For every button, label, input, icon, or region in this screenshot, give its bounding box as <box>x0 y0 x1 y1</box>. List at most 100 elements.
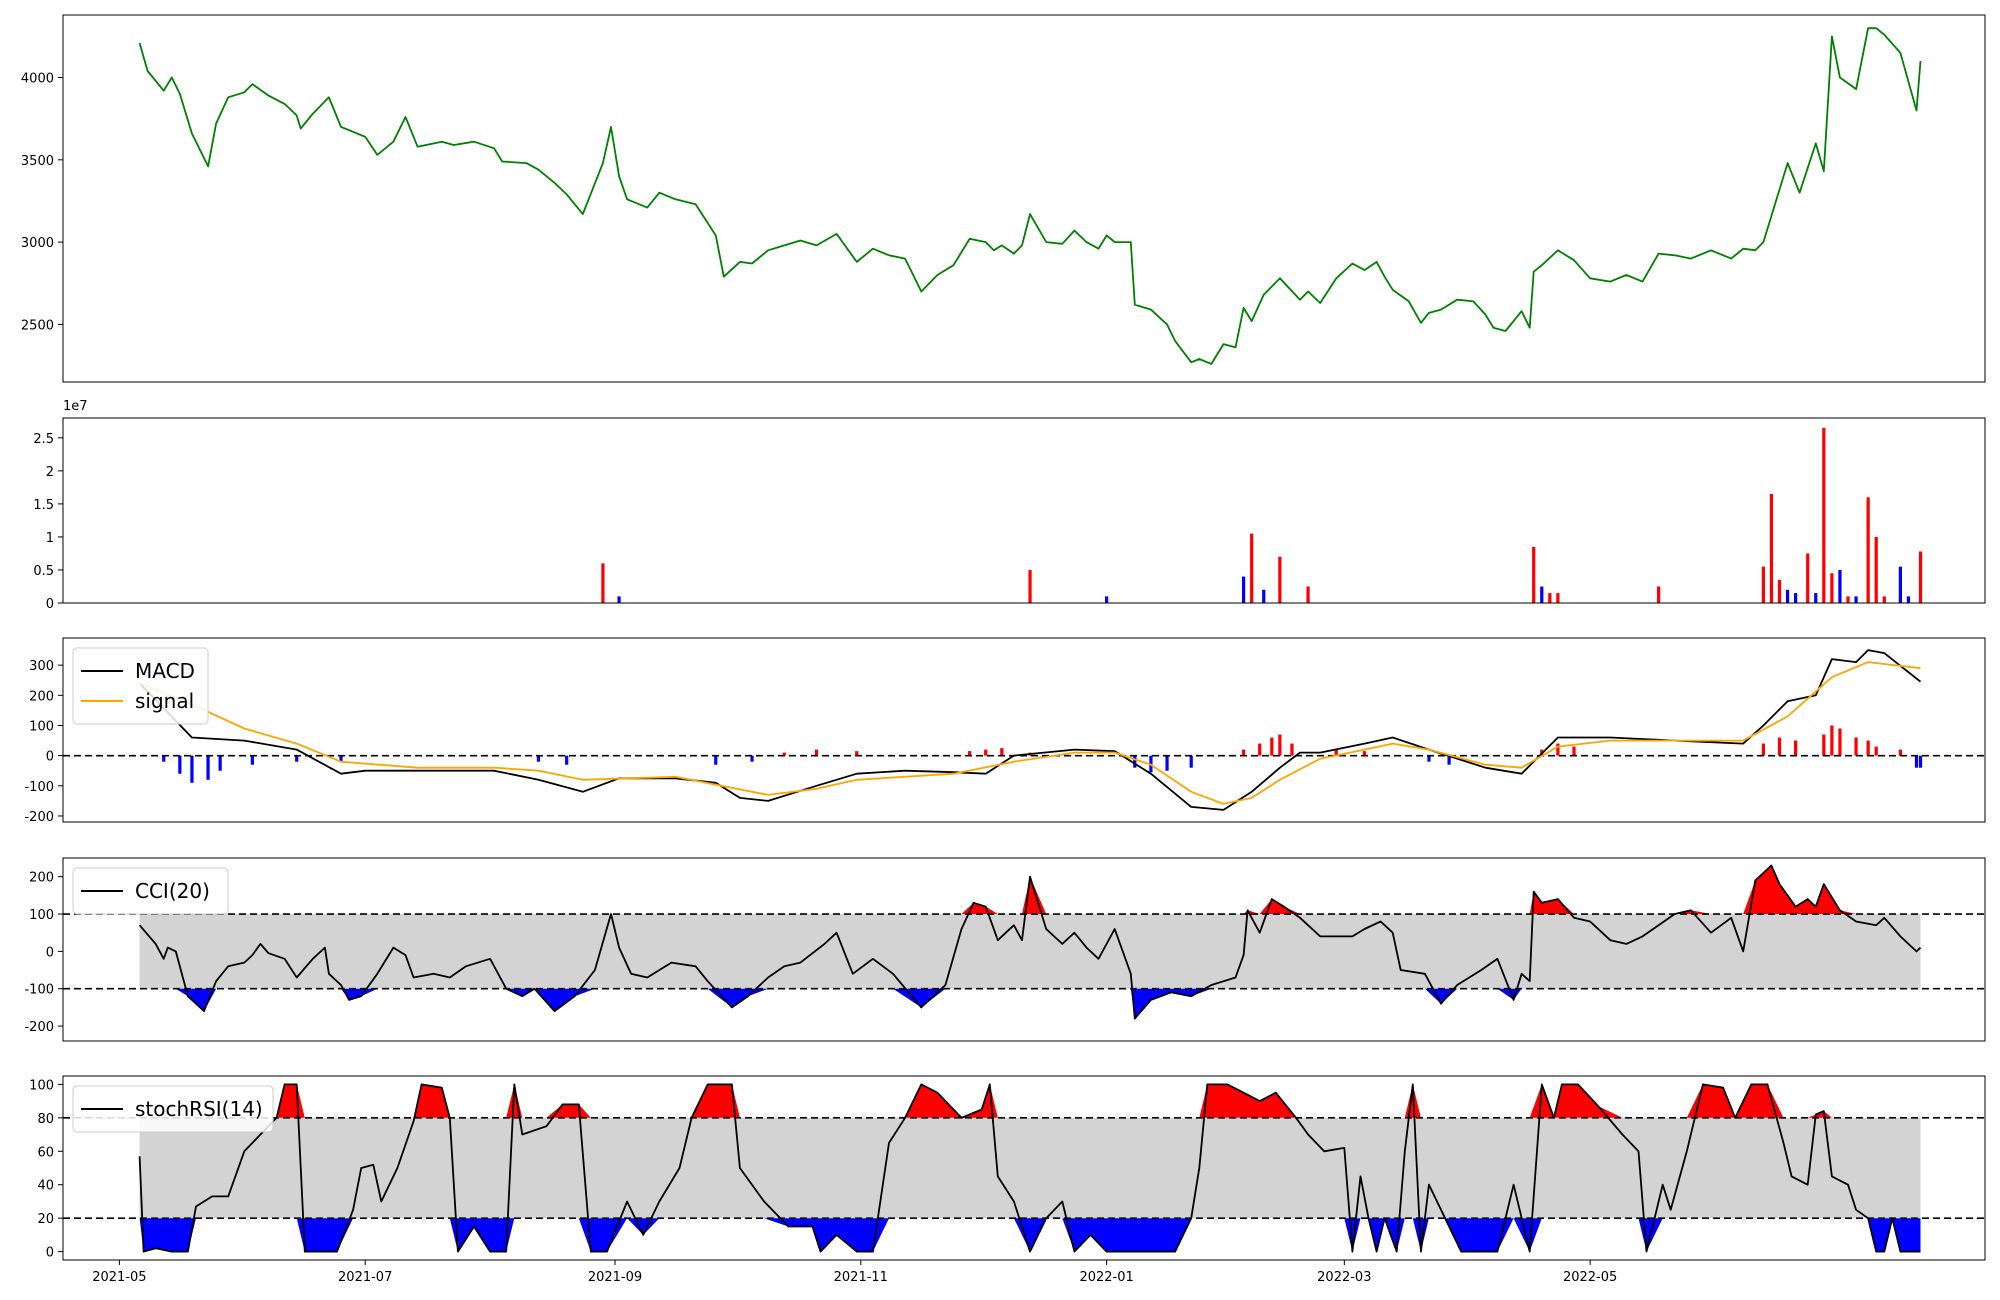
histogram-bar <box>1241 749 1246 756</box>
y-tick-label: 3500 <box>21 154 54 169</box>
histogram-bar <box>1918 755 1923 768</box>
histogram-bar <box>250 755 254 765</box>
histogram-bar <box>1794 740 1798 756</box>
y-tick-label: 100 <box>29 1078 54 1093</box>
y-tick-label: 60 <box>37 1145 54 1160</box>
plot-area-stochrsi <box>63 1083 1985 1253</box>
histogram-bar <box>967 751 972 756</box>
legend-box <box>72 1085 274 1133</box>
plot-area-cci <box>63 864 1985 1020</box>
histogram-bar <box>1830 725 1834 756</box>
histogram-bar <box>855 751 859 756</box>
volume-bar <box>1262 589 1266 603</box>
histogram-bar <box>1270 737 1274 756</box>
volume-bar <box>1104 596 1109 603</box>
y-tick-label: 200 <box>29 871 54 886</box>
y-tick-label: 1 <box>46 531 54 546</box>
band-fill <box>139 914 1921 989</box>
volume-bar <box>1822 427 1826 603</box>
panel-cci: -200 -100 0 100 200 CCI(20) <box>24 857 1986 1042</box>
y-tick-label: 4000 <box>21 72 54 87</box>
y-tick-label: 20 <box>37 1212 54 1227</box>
volume-bar <box>1830 573 1834 603</box>
y-tick-label: 0 <box>46 1246 54 1261</box>
volume-bar <box>1898 566 1902 603</box>
volume-bar <box>1874 536 1878 603</box>
x-tick-label: 2022-05 <box>1563 1270 1617 1285</box>
volume-bar <box>1806 553 1810 603</box>
y-tick-label: 1.5 <box>33 498 54 513</box>
legend-label: CCI(20) <box>135 879 210 903</box>
histogram-bar <box>178 755 182 774</box>
y-tick-label: 100 <box>29 719 54 734</box>
series-line-stochRSI(14) <box>138 1083 1921 1253</box>
band-fill <box>139 1117 1921 1219</box>
oversold-fill <box>139 1218 1921 1252</box>
volume-bar <box>1241 576 1246 603</box>
volume-bar <box>1846 596 1850 603</box>
volume-bar <box>1250 533 1254 603</box>
panel-frame <box>62 637 1986 823</box>
series-line-CCI(20) <box>138 864 1922 1020</box>
volume-bar <box>1556 593 1560 603</box>
legend-label: signal <box>135 689 194 713</box>
legend-label: MACD <box>135 659 195 683</box>
volume-bar <box>1761 566 1765 603</box>
histogram-bar <box>162 755 166 762</box>
x-tick-label: 2021-11 <box>834 1270 888 1285</box>
volume-bar <box>1028 569 1032 603</box>
legend-label: stochRSI(14) <box>135 1097 263 1121</box>
volume-bar <box>1854 596 1858 603</box>
histogram-bar <box>206 755 210 780</box>
histogram-bar <box>814 749 819 756</box>
overbought-fill <box>139 865 1921 914</box>
legend-box <box>72 647 209 725</box>
oversold-fill <box>139 988 1921 1019</box>
histogram-bar <box>1898 749 1902 756</box>
histogram-bar <box>1838 728 1842 756</box>
panel-macd: -200 -100 0 100 200 300 MACD signal <box>24 637 1986 825</box>
volume-bar <box>1785 589 1790 603</box>
histogram-bar <box>1777 737 1782 756</box>
histogram-bar <box>984 749 988 756</box>
y-tick-label: 2 <box>46 465 54 480</box>
panel-frame <box>62 14 1986 383</box>
y-tick-label: -200 <box>24 1020 54 1035</box>
histogram-bar <box>1572 746 1576 756</box>
series-line-MACD <box>138 649 1922 811</box>
y-tick-label: 0 <box>46 597 54 612</box>
volume-bar <box>1278 556 1282 603</box>
histogram-bar <box>1761 743 1765 756</box>
legend-box <box>72 867 229 915</box>
y-tick-label: 2.5 <box>33 432 54 447</box>
panel-stochrsi: 0 20 40 60 80 100 stochRSI(14) 2021-05 2021-07 20… <box>29 1075 1986 1285</box>
plot-area-price <box>138 27 1922 365</box>
volume-bar <box>1769 493 1774 603</box>
x-tick-label: 2021-09 <box>588 1270 642 1285</box>
histogram-bar <box>1854 737 1858 756</box>
histogram-bar <box>1866 740 1870 756</box>
y-tick-label: 0.5 <box>33 564 54 579</box>
y-tick-label: -100 <box>24 780 54 795</box>
histogram-bar <box>714 755 718 765</box>
histogram-bar <box>750 755 754 762</box>
histogram-bar <box>1874 746 1878 756</box>
panel-volume: 0 0.5 1 1.5 2 2.5 1e7 <box>33 399 1986 612</box>
volume-bar <box>1540 586 1544 603</box>
histogram-bar <box>1278 734 1282 756</box>
histogram-bar <box>190 755 194 783</box>
y-tick-label: 40 <box>37 1179 54 1194</box>
plot-area-volume <box>601 427 1923 603</box>
series-line-signal <box>139 661 1921 805</box>
panel-frame <box>62 1075 1986 1261</box>
histogram-bar <box>1189 755 1193 768</box>
y-tick-label: 80 <box>37 1112 54 1127</box>
volume-bar <box>1906 596 1911 603</box>
plot-area-macd <box>63 649 1985 811</box>
panel-price: 2500 3000 3500 4000 <box>21 14 1986 383</box>
histogram-bar <box>536 755 541 762</box>
histogram-bar <box>1165 755 1169 771</box>
y-tick-label: 0 <box>46 750 54 765</box>
histogram-bar <box>1822 734 1826 756</box>
